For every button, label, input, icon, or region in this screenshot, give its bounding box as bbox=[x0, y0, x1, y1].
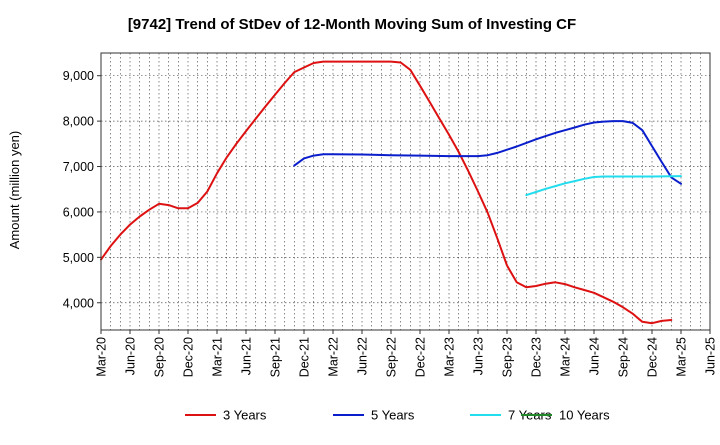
x-tick-label: Sep-22 bbox=[385, 337, 399, 377]
x-tick-label: Jun-25 bbox=[704, 337, 718, 375]
series-line-7-years bbox=[525, 175, 682, 197]
x-tick-label: Jun-22 bbox=[356, 337, 370, 375]
y-tick-label: 9,000 bbox=[63, 69, 94, 83]
x-tick-label: Mar-23 bbox=[443, 337, 457, 377]
y-axis-label: Amount (million yen) bbox=[7, 131, 22, 250]
y-tick-label: 7,000 bbox=[63, 160, 94, 174]
series-line-3-years bbox=[100, 60, 673, 325]
x-tick-label: Dec-21 bbox=[298, 337, 312, 377]
x-tick-label: Sep-21 bbox=[269, 337, 283, 377]
x-tick-label: Sep-23 bbox=[501, 337, 515, 377]
x-tick-label: Jun-21 bbox=[240, 337, 254, 375]
x-tick-label: Mar-21 bbox=[211, 337, 225, 377]
x-tick-label: Jun-24 bbox=[588, 337, 602, 375]
grid bbox=[101, 53, 710, 330]
x-tick-label: Jun-20 bbox=[124, 337, 138, 375]
series-lines bbox=[100, 60, 682, 325]
plot-area-frame bbox=[100, 52, 711, 331]
x-tick-label: Mar-24 bbox=[559, 337, 573, 377]
x-tick-label: Dec-24 bbox=[646, 337, 660, 377]
y-tick-label: 8,000 bbox=[63, 115, 94, 129]
y-axis-ticks: 4,000 5,000 6,000 7,000 8,000 9,000 bbox=[63, 69, 101, 310]
y-tick-label: 6,000 bbox=[63, 205, 94, 219]
series-line-5-years bbox=[293, 120, 682, 185]
chart-title: [9742] Trend of StDev of 12-Month Moving… bbox=[128, 16, 576, 33]
legend-label-3-years: 3 Years bbox=[223, 408, 267, 423]
x-tick-label: Mar-22 bbox=[327, 337, 341, 377]
x-tick-label: Dec-22 bbox=[414, 337, 428, 377]
legend: 3 Years 5 Years 7 Years 10 Years bbox=[185, 408, 610, 423]
x-tick-label: Dec-20 bbox=[182, 337, 196, 377]
x-tick-label: Sep-24 bbox=[617, 337, 631, 377]
y-tick-label: 5,000 bbox=[63, 251, 94, 265]
y-tick-label: 4,000 bbox=[63, 296, 94, 310]
legend-label-5-years: 5 Years bbox=[371, 408, 415, 423]
x-axis-ticks: Mar-20 Jun-20 Sep-20 Dec-20 Mar-21 Jun-21 Sep-… bbox=[95, 330, 718, 377]
x-tick-label: Mar-25 bbox=[675, 337, 689, 377]
legend-label-10-years: 10 Years bbox=[559, 408, 610, 423]
x-tick-label: Jun-23 bbox=[472, 337, 486, 375]
x-tick-label: Dec-23 bbox=[530, 337, 544, 377]
x-tick-label: Mar-20 bbox=[95, 337, 109, 377]
x-tick-label: Sep-20 bbox=[153, 337, 167, 377]
